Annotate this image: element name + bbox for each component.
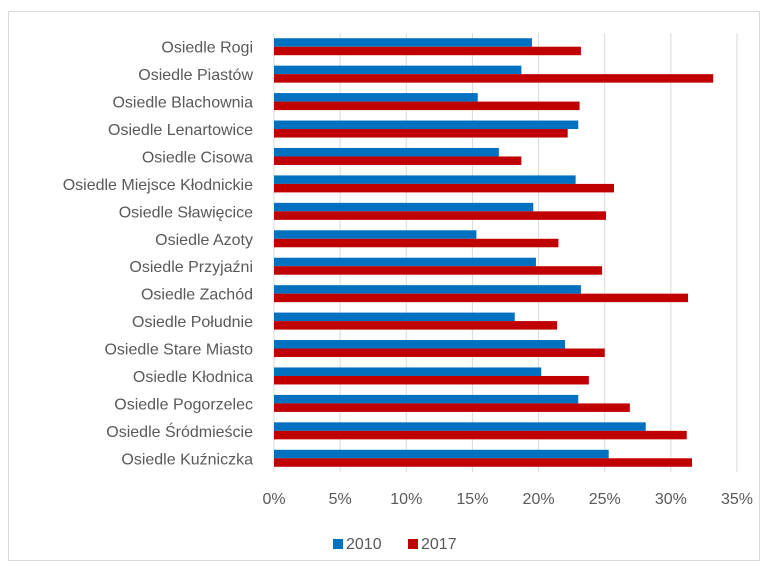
x-tick-label: 5% xyxy=(329,491,352,508)
category-label: Osiedle Miejsce Kłodnickie xyxy=(63,177,253,194)
legend-swatch xyxy=(333,539,343,549)
category-label: Osiedle Lenartowice xyxy=(108,122,253,139)
category-label: Osiedle Południe xyxy=(132,314,253,331)
legend: 2010 2017 xyxy=(333,536,457,553)
category-label: Osiedle Azoty xyxy=(155,232,253,249)
bar-2017 xyxy=(274,458,693,467)
bar-2017 xyxy=(274,293,689,303)
bar-2010 xyxy=(274,202,534,212)
category-label: Osiedle Piastów xyxy=(138,67,253,84)
bar-2010 xyxy=(274,120,579,130)
bar-2017 xyxy=(274,375,589,385)
x-tick-label: 0% xyxy=(262,491,285,508)
bar-2010 xyxy=(274,147,499,157)
bar-2017 xyxy=(274,46,581,56)
x-tick-label: 25% xyxy=(589,491,621,508)
bar-2017 xyxy=(274,74,714,83)
category-label: Osiedle Rogi xyxy=(161,40,253,57)
bar-2010 xyxy=(274,257,536,267)
category-label: Osiedle Cisowa xyxy=(142,149,253,166)
category-label: Osiedle Sławięcice xyxy=(119,204,253,221)
category-label: Osiedle Zachód xyxy=(141,287,253,304)
bar-2010 xyxy=(274,230,477,239)
bar-2010 xyxy=(274,394,579,404)
bar-2010 xyxy=(274,65,522,75)
bar-2017 xyxy=(274,348,605,358)
bar-2010 xyxy=(274,422,646,431)
x-tick-label: 35% xyxy=(721,491,753,508)
bar-2010 xyxy=(274,367,542,376)
bar-2017 xyxy=(274,183,614,193)
bar-2010 xyxy=(274,175,576,184)
category-label: Osiedle Śródmieście xyxy=(106,422,253,441)
category-label: Osiedle Przyjaźni xyxy=(129,259,253,276)
category-label: Osiedle Blachownia xyxy=(112,95,253,112)
bar-2017 xyxy=(274,430,687,440)
bar-2017 xyxy=(274,156,522,165)
bar-2017 xyxy=(274,266,603,275)
x-tick-label: 10% xyxy=(390,491,422,508)
x-tick-label: 15% xyxy=(456,491,488,508)
bar-2017 xyxy=(274,321,558,330)
x-tick-label: 30% xyxy=(655,491,687,508)
category-label: Osiedle Pogorzelec xyxy=(114,396,253,413)
bar-2017 xyxy=(274,101,580,111)
bar-2010 xyxy=(274,312,515,322)
bar-2017 xyxy=(274,238,559,248)
category-label: Osiedle Kuźniczka xyxy=(121,451,253,468)
bar-2010 xyxy=(274,340,566,349)
legend-label: 2010 xyxy=(346,536,382,553)
category-labels: Osiedle Rogi Osiedle Piastów Osiedle Blach… xyxy=(63,40,254,469)
bar-2010 xyxy=(274,285,581,294)
legend-label: 2017 xyxy=(421,536,457,553)
legend-swatch xyxy=(408,539,418,549)
category-label: Osiedle Stare Miasto xyxy=(104,342,253,359)
x-tick-label: 20% xyxy=(523,491,555,508)
category-label: Osiedle Kłodnica xyxy=(133,369,253,386)
bars xyxy=(274,38,714,467)
bar-2017 xyxy=(274,403,630,412)
bar-2017 xyxy=(274,129,568,138)
bar-2010 xyxy=(274,449,609,459)
bar-2010 xyxy=(274,93,478,102)
bar-2017 xyxy=(274,211,607,220)
tick-labels: 0% 5% 10% 15% 20% 25% 30% 35% xyxy=(262,491,753,508)
bar-2010 xyxy=(274,38,532,47)
